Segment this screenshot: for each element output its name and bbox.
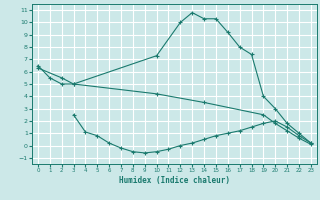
X-axis label: Humidex (Indice chaleur): Humidex (Indice chaleur) (119, 176, 230, 185)
